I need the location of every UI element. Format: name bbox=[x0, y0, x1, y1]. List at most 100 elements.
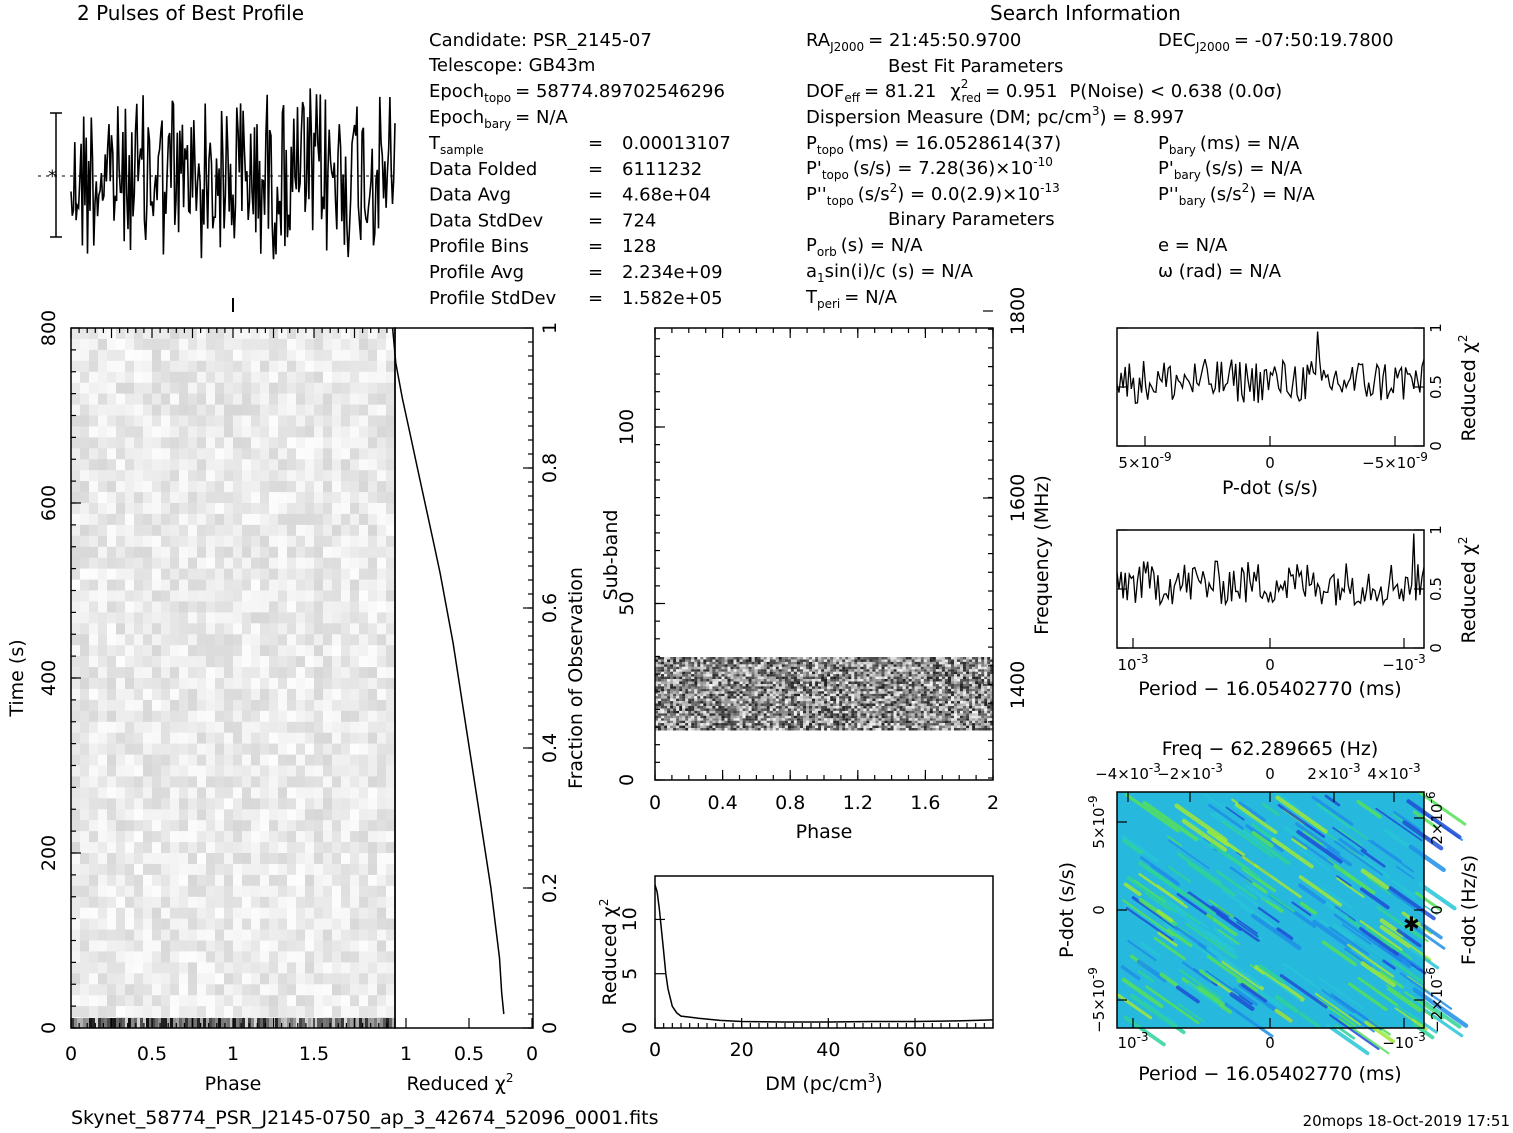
time-phase-cell bbox=[269, 546, 278, 559]
time-phase-cell bbox=[125, 448, 134, 460]
time-phase-cell bbox=[305, 918, 314, 930]
subband-cell bbox=[899, 664, 903, 667]
subband-cell bbox=[954, 703, 958, 706]
subband-cell bbox=[778, 696, 782, 699]
subband-cell bbox=[712, 657, 716, 660]
time-phase-cell bbox=[98, 371, 107, 384]
subband-cell bbox=[739, 703, 743, 706]
subband-cell bbox=[917, 686, 921, 689]
time-phase-cell bbox=[278, 885, 287, 898]
time-phase-cell bbox=[134, 929, 143, 941]
time-phase-cell bbox=[89, 645, 98, 657]
subband-cell bbox=[836, 669, 840, 672]
subband-cell bbox=[839, 666, 843, 670]
time-phase-cell bbox=[71, 448, 80, 460]
time-phase-cell bbox=[269, 503, 278, 515]
time-phase-cell bbox=[278, 995, 287, 1007]
subband-cell bbox=[809, 696, 813, 699]
time-phase-cell bbox=[296, 831, 305, 843]
subband-cell bbox=[796, 696, 800, 699]
subband-cell bbox=[872, 679, 876, 682]
subband-cell bbox=[869, 664, 873, 667]
time-phase-cell bbox=[269, 557, 278, 570]
subband-cell bbox=[736, 703, 740, 706]
time-phase-cell bbox=[107, 579, 116, 591]
subband-cell bbox=[661, 666, 665, 670]
time-phase-cell bbox=[89, 962, 98, 974]
subband-cell bbox=[800, 696, 804, 699]
time-phase-cell bbox=[152, 688, 161, 701]
time-phase-cell bbox=[215, 426, 224, 438]
subband-cell bbox=[981, 669, 985, 672]
subband-cell bbox=[824, 706, 828, 709]
time-phase-cell bbox=[188, 546, 197, 559]
subband-cell bbox=[887, 684, 891, 687]
time-phase-cell bbox=[260, 929, 269, 941]
subband-cell bbox=[676, 691, 680, 694]
subband-cell bbox=[748, 681, 752, 684]
time-phase-cell bbox=[206, 426, 215, 438]
time-phase-cell bbox=[368, 776, 377, 788]
time-phase-cell bbox=[359, 863, 368, 876]
subband-cell bbox=[727, 684, 731, 687]
time-phase-cell bbox=[377, 863, 386, 876]
subband-cell bbox=[944, 698, 948, 702]
time-phase-cell bbox=[368, 699, 377, 712]
subband-cell bbox=[941, 674, 945, 677]
subband-cell bbox=[661, 691, 665, 694]
subband-cell bbox=[676, 676, 680, 680]
subband-cell bbox=[796, 706, 800, 709]
subband-cell bbox=[712, 666, 716, 670]
time-phase-cell bbox=[71, 459, 80, 471]
subband-cell bbox=[833, 669, 837, 672]
subband-cell bbox=[845, 679, 849, 682]
subband-cell bbox=[766, 696, 770, 699]
subband-cell bbox=[890, 686, 894, 689]
time-phase-cell bbox=[107, 667, 116, 679]
subband-cell bbox=[842, 676, 846, 680]
time-phase-cell bbox=[80, 503, 89, 515]
time-phase-cell bbox=[134, 831, 143, 843]
subband-cell bbox=[688, 701, 692, 704]
time-phase-cell bbox=[152, 776, 161, 788]
subband-cell bbox=[896, 703, 900, 706]
subband-cell bbox=[890, 681, 894, 684]
subband-cell bbox=[890, 669, 894, 672]
time-phase-cell bbox=[359, 371, 368, 384]
time-phase-cell bbox=[179, 524, 188, 537]
time-phase-cell bbox=[170, 328, 179, 340]
time-phase-cell bbox=[386, 338, 395, 351]
time-phase-cell bbox=[134, 754, 143, 766]
time-phase-cell bbox=[242, 743, 251, 755]
subband-cell bbox=[806, 706, 810, 709]
time-phase-cell bbox=[332, 568, 341, 580]
subband-cell bbox=[893, 691, 897, 694]
subband-cell bbox=[691, 669, 695, 672]
time-phase-cell bbox=[197, 831, 206, 843]
subband-cell bbox=[975, 679, 979, 682]
time-phase-cell bbox=[341, 820, 350, 832]
subband-cell bbox=[667, 703, 671, 706]
time-phase-cell bbox=[242, 459, 251, 471]
time-phase-cell bbox=[224, 995, 233, 1007]
time-phase-cell bbox=[323, 1006, 332, 1018]
subband-cell bbox=[908, 666, 912, 670]
time-phase-cell bbox=[80, 360, 89, 373]
subband-cell bbox=[947, 691, 951, 694]
time-phase-cell bbox=[341, 568, 350, 580]
time-phase-cell bbox=[161, 470, 170, 482]
subband-cell bbox=[742, 684, 746, 687]
subband-cell bbox=[703, 684, 707, 687]
subband-cell bbox=[769, 684, 773, 687]
subband-cell bbox=[787, 686, 791, 689]
time-phase-cell bbox=[143, 831, 152, 843]
time-phase-cell bbox=[296, 743, 305, 755]
time-phase-cell bbox=[314, 842, 323, 854]
subband-cell bbox=[784, 666, 788, 670]
subband-cell bbox=[754, 669, 758, 672]
time-phase-cell bbox=[179, 645, 188, 657]
time-phase-cell bbox=[170, 754, 179, 766]
time-phase-cell bbox=[143, 513, 152, 526]
subband-cell bbox=[923, 669, 927, 672]
subband-cell bbox=[778, 666, 782, 670]
